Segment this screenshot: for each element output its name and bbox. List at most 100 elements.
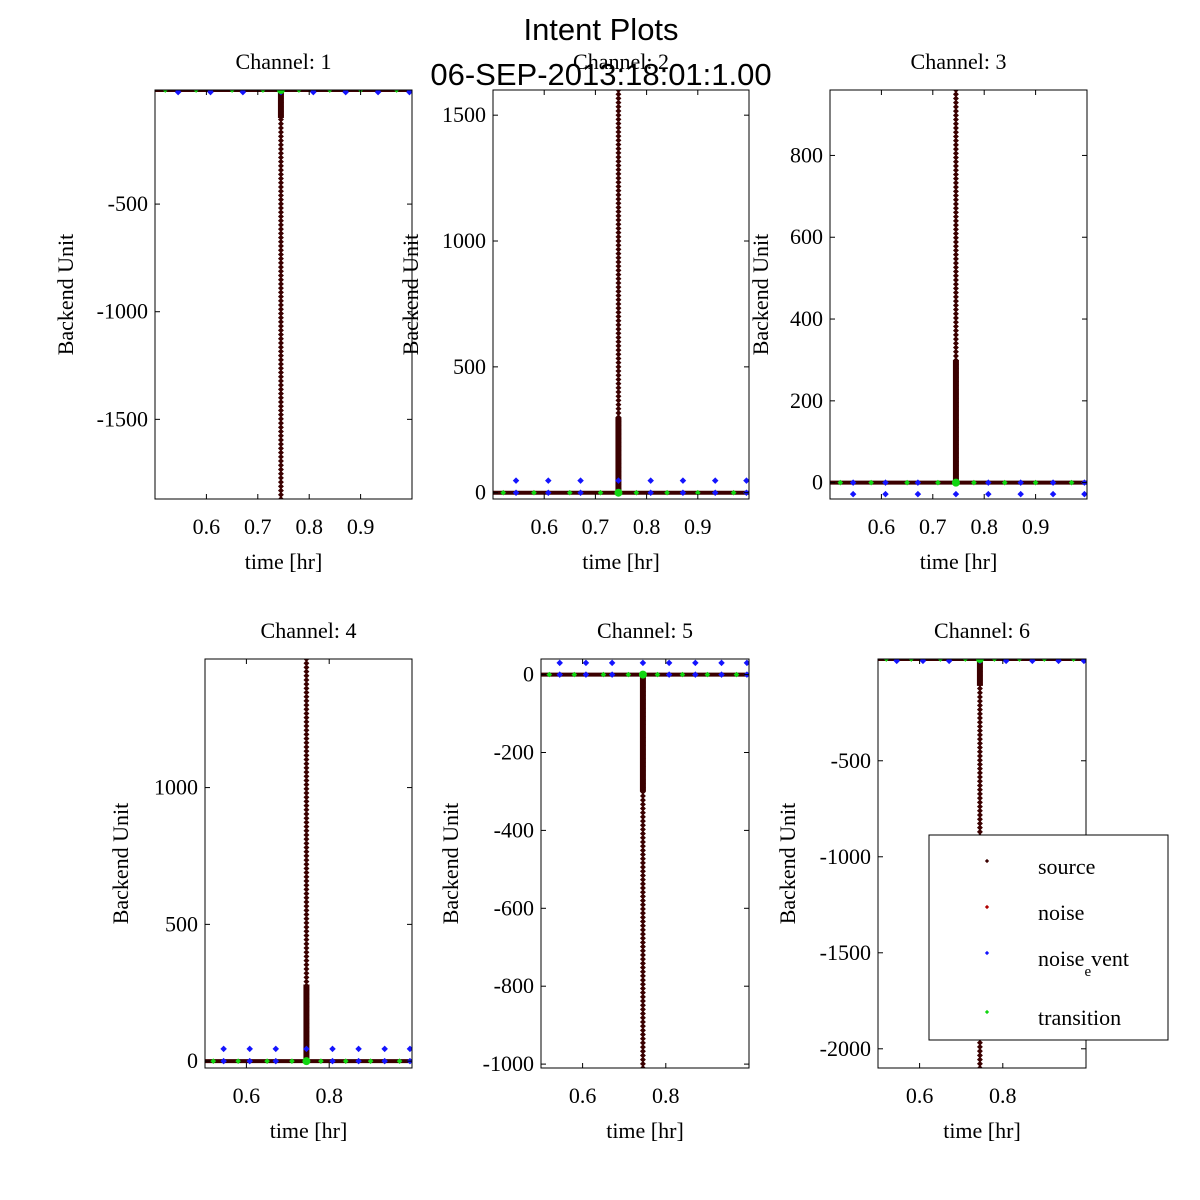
source-point (615, 359, 622, 366)
source-point (639, 851, 646, 858)
source-point (976, 664, 983, 671)
source-point (639, 859, 646, 866)
source-point (303, 1024, 310, 1031)
x-axis-label: time [hr] (582, 549, 660, 574)
source-point (952, 344, 959, 351)
noise-event-point (882, 479, 889, 486)
source-point (277, 276, 284, 283)
source-point (976, 715, 983, 722)
legend-label: transition (1038, 1005, 1121, 1030)
source-point (639, 914, 646, 921)
source-point (615, 309, 622, 316)
transition-point (733, 671, 740, 678)
source-point (277, 314, 284, 321)
source-point (615, 292, 622, 299)
source-point (952, 471, 959, 478)
transition-point (975, 659, 984, 663)
source-point (976, 693, 983, 700)
noise-event-point (849, 479, 857, 486)
noise-event-point (711, 489, 719, 496)
noise-event-point (381, 1045, 388, 1053)
source-point (277, 424, 284, 431)
source-point (952, 433, 959, 440)
source-point (639, 813, 646, 820)
source-point (639, 730, 646, 737)
source-point (277, 449, 284, 456)
source-point (615, 259, 622, 265)
panel-title: Channel: 4 (261, 618, 357, 643)
source-point (639, 872, 646, 879)
noise-event-point (985, 479, 992, 486)
noise-event-point (718, 659, 725, 667)
y-tick-label: 0 (812, 470, 823, 495)
source-point (639, 709, 646, 716)
source-point (277, 205, 284, 212)
source-point (615, 342, 622, 349)
source-point (952, 251, 959, 258)
y-axis-label: Backend Unit (53, 234, 78, 356)
source-point (952, 272, 959, 279)
transition-point (951, 478, 960, 487)
transition-point (326, 90, 333, 93)
transition-point (904, 479, 910, 486)
x-tick-label: 0.6 (530, 514, 558, 539)
source-point (976, 761, 983, 768)
noise-event-point (615, 477, 622, 484)
figure-title: Intent Plots (523, 12, 678, 47)
y-tick-label: 1000 (442, 228, 486, 253)
noise-event-point (608, 659, 616, 667)
source-point (639, 910, 646, 917)
source-point (615, 275, 622, 282)
noise-event-point (220, 1057, 227, 1065)
source-point (277, 458, 284, 465)
source-point (976, 816, 983, 823)
source-point (277, 415, 284, 422)
y-tick-label: 200 (790, 388, 823, 413)
legend-label: noiseevent (1038, 946, 1129, 980)
source-point (277, 289, 284, 296)
source-point (615, 263, 622, 270)
source-point (639, 981, 646, 988)
source-point (952, 315, 959, 321)
source-point (976, 685, 983, 692)
source-point (639, 801, 646, 808)
transition-point (566, 489, 573, 496)
source-point (639, 826, 646, 833)
source-point (639, 855, 646, 862)
axes-frame (204, 658, 413, 1069)
source-point (615, 279, 622, 286)
noise-event-point (512, 477, 520, 484)
source-point (277, 335, 284, 342)
noise-event-point (239, 90, 247, 94)
source-point (952, 285, 959, 292)
x-axis-label: time [hr] (943, 1118, 1021, 1143)
source-point (615, 405, 622, 412)
source-point (639, 792, 646, 799)
source-point (952, 306, 959, 313)
source-point (277, 129, 284, 136)
noise-event-point (381, 1057, 388, 1065)
source-point (639, 705, 646, 712)
transition-point (679, 671, 686, 678)
source-point (615, 305, 622, 312)
source-point (976, 812, 983, 818)
source-point (277, 162, 284, 169)
source-point (952, 327, 959, 334)
source-point (952, 420, 959, 427)
source-point (277, 453, 284, 460)
transition-point (600, 671, 607, 678)
source-point (277, 95, 284, 102)
x-tick-label: 0.8 (295, 514, 323, 539)
legend: source noise noiseevent transition (928, 834, 1169, 1041)
legend-marker (984, 1009, 990, 1015)
noise-event-point (272, 1057, 280, 1065)
transition-point (837, 479, 844, 486)
source-point (615, 347, 622, 354)
source-point (952, 336, 959, 343)
source-point (976, 740, 983, 747)
source-point (277, 251, 284, 258)
source-point (277, 188, 284, 195)
source-point (952, 277, 959, 283)
y-tick-label: -800 (494, 973, 534, 998)
source-point (639, 788, 646, 795)
